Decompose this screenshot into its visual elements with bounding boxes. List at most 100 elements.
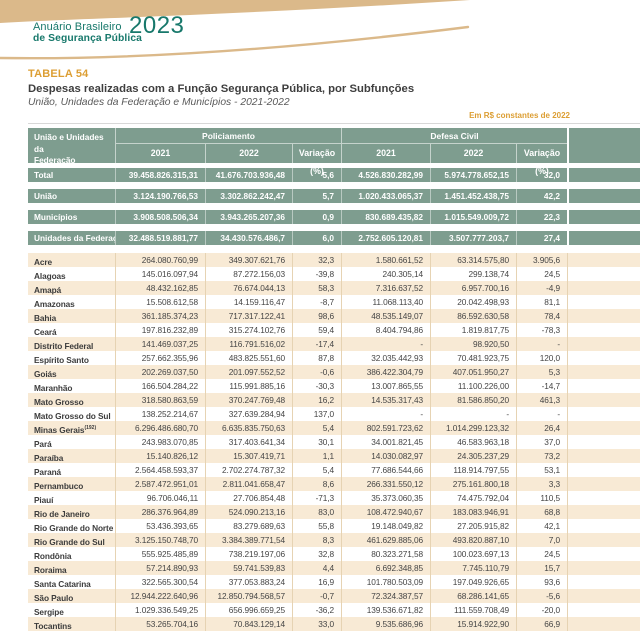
- state-name: Distrito Federal: [34, 340, 94, 351]
- data-table: União e Unidades da Federação Policiament…: [28, 128, 640, 631]
- state-label: Acre: [28, 253, 115, 267]
- dc-2022-value: 6.957.700,16: [430, 281, 516, 295]
- cutoff-column-cell: [567, 351, 640, 365]
- state-name: Espírito Santo: [34, 354, 89, 365]
- summary-pol-variacao: 0,9: [292, 210, 341, 224]
- cutoff-column-cell: [567, 561, 640, 575]
- state-name: Paraíba: [34, 452, 64, 463]
- dc-variacao-value: -20,0: [516, 603, 567, 617]
- state-name: Rio de Janeiro: [34, 508, 90, 519]
- pol-2021-value: 264.080.760,99: [115, 253, 205, 267]
- dc-2021-value: -: [341, 407, 430, 421]
- dc-variacao-value: -78,3: [516, 323, 567, 337]
- state-label: Paraná: [28, 463, 115, 477]
- dc-variacao-value: 26,4: [516, 421, 567, 435]
- state-name: Pernambuco: [34, 480, 84, 491]
- dc-2021-value: 266.331.550,12: [341, 477, 430, 491]
- dc-2021-value: 461.629.885,06: [341, 533, 430, 547]
- state-label: Goiás: [28, 365, 115, 379]
- pol-variacao-value: 32,3: [292, 253, 341, 267]
- dc-2021-value: 77.686.544,66: [341, 463, 430, 477]
- cutoff-column-cell: [567, 281, 640, 295]
- pol-2021-value: 3.125.150.748,70: [115, 533, 205, 547]
- pol-2021-value: 286.376.964,89: [115, 505, 205, 519]
- pol-2022-value: 116.791.516,02: [205, 337, 292, 351]
- table-row: Bahia 361.185.374,23 717.317.122,41 98,6…: [28, 309, 640, 323]
- dc-variacao-value: 461,3: [516, 393, 567, 407]
- state-label: Mato Grosso do Sul: [28, 407, 115, 421]
- table-row: Pará 243.983.070,85 317.403.641,34 30,1 …: [28, 435, 640, 449]
- dc-2021-value: 8.404.794,86: [341, 323, 430, 337]
- pol-variacao-value: -17,4: [292, 337, 341, 351]
- cutoff-column-cell: [567, 295, 640, 309]
- pol-variacao-value: -0,6: [292, 365, 341, 379]
- state-name: Santa Catarina: [34, 578, 91, 589]
- table-row: Minas Gerais(192) 6.296.486.680,70 6.635…: [28, 421, 640, 435]
- dc-2021-value: 32.035.442,93: [341, 351, 430, 365]
- state-name: Paraná: [34, 466, 62, 477]
- pol-2021-value: 257.662.355,96: [115, 351, 205, 365]
- dc-2022-value: 407.051.950,27: [430, 365, 516, 379]
- cutoff-column-cell: [567, 589, 640, 603]
- swoosh-line: [0, 25, 470, 60]
- dc-2022-value: 111.559.708,49: [430, 603, 516, 617]
- dc-2021-value: 34.001.821,45: [341, 435, 430, 449]
- state-label: Amapá: [28, 281, 115, 295]
- col-header-dc-2022: 2022: [430, 144, 516, 163]
- summary-dc-2022: 1.015.549.009,72: [430, 210, 516, 224]
- summary-dc-variacao: 42,2: [516, 189, 567, 203]
- anuario-logo: Anuário Brasileiro de Segurança Pública: [33, 21, 142, 44]
- cutoff-column-cell: [567, 491, 640, 505]
- dc-variacao-value: -5,6: [516, 589, 567, 603]
- state-name: Piauí: [34, 494, 54, 505]
- dc-2022-value: 98.920,50: [430, 337, 516, 351]
- pol-variacao-value: 16,2: [292, 393, 341, 407]
- state-name: Tocantins: [34, 620, 72, 631]
- pol-2021-value: 53.436.393,65: [115, 519, 205, 533]
- summary-row: Unidades da Federação 32.488.519.881,77 …: [28, 231, 640, 245]
- dc-2022-value: 100.023.697,13: [430, 547, 516, 561]
- dc-variacao-value: 15,7: [516, 561, 567, 575]
- state-name: Ceará: [34, 326, 57, 337]
- pol-2022-value: 70.843.129,14: [205, 617, 292, 631]
- table-number-label: TABELA 54: [28, 68, 89, 80]
- dc-variacao-value: 3,3: [516, 477, 567, 491]
- cutoff-column-cell: [567, 449, 640, 463]
- pol-2021-value: 141.469.037,25: [115, 337, 205, 351]
- dc-2021-value: 240.305,14: [341, 267, 430, 281]
- dc-2021-value: 9.535.686,96: [341, 617, 430, 631]
- state-label: Amazonas: [28, 295, 115, 309]
- table-row: Maranhão 166.504.284,22 115.991.885,16 -…: [28, 379, 640, 393]
- cutoff-column-cell: [567, 210, 640, 224]
- cutoff-column-cell: [567, 168, 640, 182]
- table-row: Mato Grosso 318.580.863,59 370.247.769,4…: [28, 393, 640, 407]
- pol-2021-value: 15.140.826,12: [115, 449, 205, 463]
- pol-2021-value: 1.029.336.549,25: [115, 603, 205, 617]
- state-name: Minas Gerais: [34, 424, 85, 435]
- dc-2021-value: 139.536.671,82: [341, 603, 430, 617]
- pol-2022-value: 656.996.659,25: [205, 603, 292, 617]
- pol-variacao-value: 5,4: [292, 421, 341, 435]
- pol-2022-value: 2.811.041.658,47: [205, 477, 292, 491]
- pol-variacao-value: 137,0: [292, 407, 341, 421]
- state-name: Goiás: [34, 368, 57, 379]
- table-row: Rio Grande do Norte 53.436.393,65 83.279…: [28, 519, 640, 533]
- table-header: União e Unidades da Federação Policiament…: [28, 128, 640, 176]
- pol-2021-value: 57.214.890,93: [115, 561, 205, 575]
- dc-2022-value: 183.083.946,91: [430, 505, 516, 519]
- cutoff-column-cell: [567, 575, 640, 589]
- state-name: Rondônia: [34, 550, 72, 561]
- cutoff-column-cell: [567, 519, 640, 533]
- summary-dc-2021: 1.020.433.065,37: [341, 189, 430, 203]
- pol-2022-value: 87.272.156,03: [205, 267, 292, 281]
- cutoff-column-cell: [567, 365, 640, 379]
- state-label: Minas Gerais(192): [28, 421, 115, 435]
- state-name: Maranhão: [34, 382, 73, 393]
- dc-2022-value: 24.305.237,29: [430, 449, 516, 463]
- dc-variacao-value: -: [516, 337, 567, 351]
- pol-2022-value: 717.317.122,41: [205, 309, 292, 323]
- table-row: Rio Grande do Sul 3.125.150.748,70 3.384…: [28, 533, 640, 547]
- dc-2021-value: 108.472.940,67: [341, 505, 430, 519]
- dc-variacao-value: 78,4: [516, 309, 567, 323]
- dc-2022-value: 7.745.110,79: [430, 561, 516, 575]
